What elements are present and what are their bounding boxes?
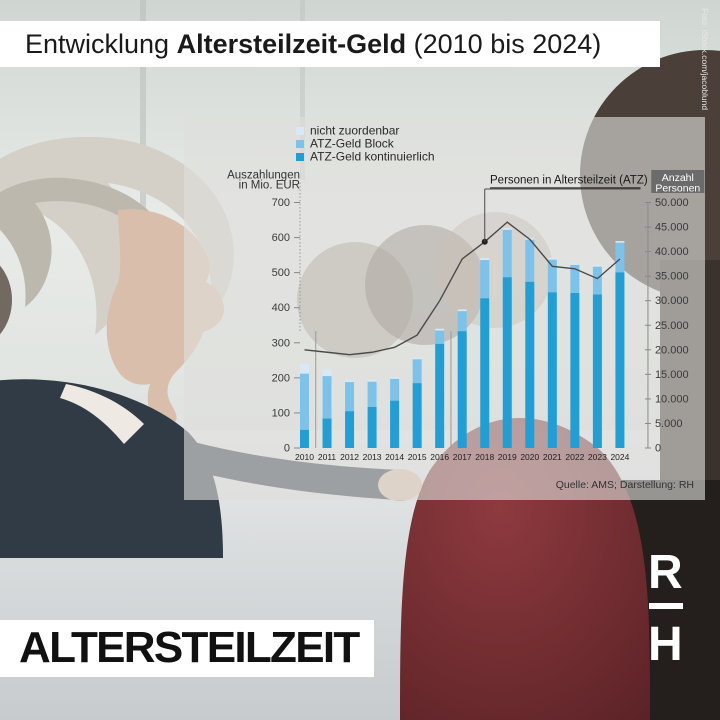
svg-text:2019: 2019 [498, 452, 517, 462]
svg-text:2016: 2016 [430, 452, 449, 462]
svg-text:5.000: 5.000 [655, 418, 683, 430]
svg-text:500: 500 [272, 267, 290, 279]
svg-text:300: 300 [272, 337, 290, 349]
svg-text:2015: 2015 [408, 452, 427, 462]
svg-text:30.000: 30.000 [655, 295, 689, 307]
svg-text:2018: 2018 [475, 452, 494, 462]
svg-text:2021: 2021 [543, 452, 562, 462]
svg-text:ATZ-Geld Block: ATZ-Geld Block [310, 137, 395, 151]
svg-text:15.000: 15.000 [655, 369, 689, 381]
svg-text:700: 700 [272, 197, 290, 209]
svg-text:0: 0 [284, 443, 290, 455]
svg-text:2013: 2013 [363, 452, 382, 462]
svg-text:nicht zuordenbar: nicht zuordenbar [310, 124, 399, 138]
svg-text:40.000: 40.000 [655, 246, 689, 258]
svg-text:400: 400 [272, 302, 290, 314]
svg-text:2023: 2023 [588, 452, 607, 462]
svg-text:2022: 2022 [565, 452, 584, 462]
svg-text:20.000: 20.000 [655, 344, 689, 356]
svg-text:Personen in Altersteilzeit (AT: Personen in Altersteilzeit (ATZ) [490, 175, 648, 187]
svg-text:2011: 2011 [318, 452, 337, 462]
svg-text:25.000: 25.000 [655, 320, 689, 332]
svg-text:2017: 2017 [453, 452, 472, 462]
svg-text:Personen: Personen [655, 183, 700, 195]
svg-text:R: R [648, 548, 683, 599]
svg-text:Quelle: AMS; Darstellung: RH: Quelle: AMS; Darstellung: RH [556, 479, 694, 491]
svg-text:in Mio. EUR: in Mio. EUR [239, 180, 300, 192]
svg-text:600: 600 [272, 232, 290, 244]
svg-text:ATZ-Geld kontinuierlich: ATZ-Geld kontinuierlich [310, 150, 435, 164]
svg-text:50.000: 50.000 [655, 197, 689, 209]
svg-text:2014: 2014 [385, 452, 404, 462]
svg-text:2024: 2024 [610, 452, 629, 462]
svg-text:2020: 2020 [520, 452, 539, 462]
svg-text:45.000: 45.000 [655, 222, 689, 234]
svg-text:H: H [648, 618, 683, 666]
svg-text:200: 200 [272, 372, 290, 384]
svg-text:35.000: 35.000 [655, 271, 689, 283]
svg-text:2012: 2012 [340, 452, 359, 462]
svg-text:0: 0 [655, 443, 661, 455]
svg-text:100: 100 [272, 407, 290, 419]
svg-text:10.000: 10.000 [655, 393, 689, 405]
svg-text:2010: 2010 [295, 452, 314, 462]
